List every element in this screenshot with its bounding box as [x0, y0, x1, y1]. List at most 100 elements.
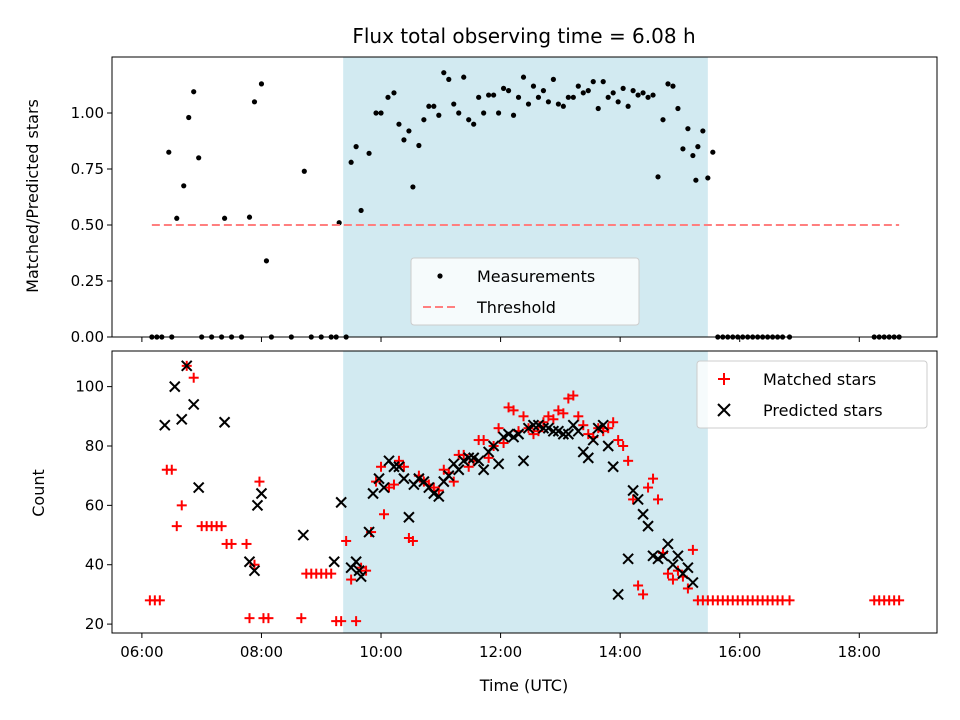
- data-point-matched: [643, 482, 654, 493]
- legend-marker-matched: [718, 373, 730, 385]
- data-point-predicted: [355, 570, 367, 583]
- data-point-measurement: [495, 110, 502, 116]
- data-point-matched: [498, 438, 509, 449]
- data-point-measurement: [615, 99, 621, 105]
- x-tick-label: 10:00: [359, 643, 402, 661]
- data-point-predicted: [218, 416, 231, 428]
- data-point-matched: [448, 476, 459, 487]
- data-point-matched: [326, 568, 337, 579]
- data-point-measurement: [481, 110, 487, 116]
- data-point-measurement: [486, 92, 492, 98]
- data-point-predicted: [517, 455, 530, 467]
- data-point-measurement: [263, 258, 270, 264]
- y-tick-label: 0.25: [71, 272, 104, 290]
- data-point-measurement: [476, 94, 482, 100]
- data-point-matched: [226, 538, 237, 549]
- data-point-predicted: [547, 425, 560, 437]
- data-point-matched: [216, 521, 227, 532]
- data-point-matched: [341, 535, 352, 546]
- data-point-predicted: [607, 461, 619, 473]
- data-point-predicted: [159, 419, 171, 431]
- count-points: [144, 360, 905, 627]
- data-point-measurement: [500, 85, 507, 91]
- data-point-measurement: [655, 174, 661, 180]
- data-point-predicted: [682, 561, 694, 574]
- data-point-measurement: [625, 103, 631, 109]
- data-point-matched: [171, 521, 182, 532]
- data-point-predicted: [367, 487, 379, 500]
- data-point-predicted: [512, 428, 525, 440]
- data-point-predicted: [527, 419, 540, 431]
- data-point-predicted: [335, 496, 347, 509]
- data-point-predicted: [662, 538, 674, 550]
- x-tick-label: 08:00: [240, 643, 283, 661]
- data-point-predicted: [176, 413, 188, 425]
- data-point-matched: [263, 613, 274, 624]
- data-point-matched: [254, 476, 265, 487]
- data-point-measurement: [555, 101, 561, 107]
- data-point-measurement: [685, 126, 691, 132]
- legend-label-matched: Matched stars: [763, 370, 876, 389]
- y-axis-label-top: Matched/Predicted stars: [23, 99, 42, 293]
- data-point-matched: [623, 455, 634, 466]
- y-tick-label: 60: [85, 496, 104, 514]
- data-point-measurement: [665, 81, 671, 87]
- data-point-matched: [618, 440, 629, 451]
- data-point-measurement: [660, 117, 666, 123]
- x-axis-label: Time (UTC): [479, 676, 568, 695]
- data-point-measurement: [560, 103, 566, 109]
- data-point-matched: [398, 461, 409, 472]
- data-point-predicted: [667, 559, 679, 571]
- data-point-matched: [361, 565, 372, 576]
- data-point-matched: [346, 574, 357, 585]
- data-point-measurement: [693, 177, 699, 183]
- data-point-predicted: [572, 425, 585, 437]
- data-point-measurement: [174, 215, 180, 221]
- data-point-matched: [176, 500, 187, 511]
- legend-bottom: Matched stars Predicted stars: [696, 360, 928, 429]
- x-tick-label: 06:00: [120, 643, 163, 661]
- data-point-measurement: [565, 94, 571, 100]
- data-point-predicted: [350, 556, 362, 568]
- data-point-predicted: [297, 529, 310, 541]
- data-point-measurement: [426, 103, 432, 109]
- data-point-measurement: [373, 110, 379, 116]
- span-observing-bottom: [343, 351, 708, 633]
- data-point-predicted: [637, 508, 649, 520]
- data-point-measurement: [600, 79, 606, 85]
- data-point-predicted: [393, 461, 405, 473]
- data-point-measurement: [471, 121, 477, 127]
- data-point-measurement: [491, 92, 497, 98]
- data-point-measurement: [540, 88, 547, 94]
- data-point-matched: [483, 452, 494, 463]
- data-point-predicted: [487, 440, 500, 452]
- data-point-measurement: [181, 183, 187, 189]
- data-point-measurement: [570, 94, 576, 100]
- data-point-matched: [638, 589, 649, 600]
- panel-matched-ratio: 0.00 0.25 0.50 0.75 1.00 Flux total observin…: [23, 24, 938, 346]
- data-point-measurement: [670, 83, 676, 89]
- data-point-predicted: [251, 499, 264, 512]
- legend-label-measurements: Measurements: [477, 267, 595, 286]
- data-point-measurement: [680, 146, 686, 152]
- data-point-measurement: [366, 150, 372, 156]
- data-point-measurement: [510, 112, 517, 118]
- data-point-matched: [244, 613, 255, 624]
- y-tick-label: 0.50: [71, 216, 104, 234]
- data-point-measurement: [590, 79, 596, 85]
- data-point-matched: [336, 616, 347, 627]
- data-point-measurement: [166, 149, 172, 155]
- data-point-predicted: [597, 419, 609, 431]
- data-point-predicted: [537, 422, 550, 434]
- data-point-measurement: [645, 94, 651, 100]
- x-tick-label: 16:00: [718, 643, 761, 661]
- data-point-matched: [648, 473, 659, 484]
- data-point-measurement: [515, 94, 522, 100]
- y-tick-label: 40: [85, 556, 104, 574]
- data-point-measurement: [530, 83, 537, 89]
- data-point-measurement: [353, 144, 359, 150]
- data-point-matched: [578, 420, 589, 431]
- legend-marker-measurements: [437, 273, 443, 279]
- data-point-measurement: [436, 112, 442, 118]
- data-point-matched: [393, 455, 404, 466]
